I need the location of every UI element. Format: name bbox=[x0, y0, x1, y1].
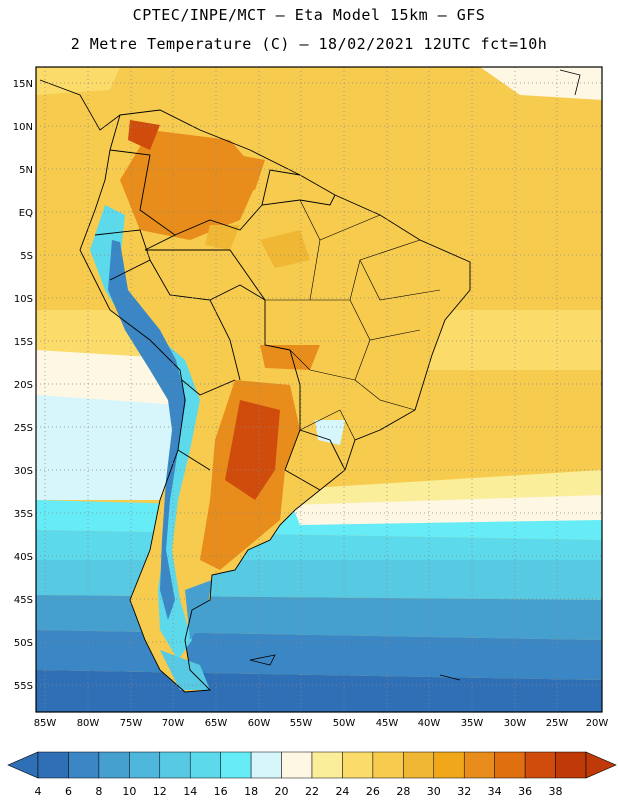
colorbar-label: 24 bbox=[335, 785, 349, 798]
lat-label: 45S bbox=[14, 595, 33, 606]
lon-label: 45W bbox=[376, 718, 399, 729]
temperature-field bbox=[36, 67, 602, 712]
lat-label: 15S bbox=[14, 337, 33, 348]
colorbar-high-arrow bbox=[585, 751, 617, 779]
lat-label: 5S bbox=[20, 251, 33, 262]
lat-label: 25S bbox=[14, 423, 33, 434]
colorbar-cell bbox=[311, 751, 343, 779]
colorbar-label: 14 bbox=[183, 785, 197, 798]
colorbar-cell bbox=[68, 751, 100, 779]
country-borders bbox=[79, 109, 471, 693]
lon-label: 70W bbox=[162, 718, 185, 729]
colorbar-cell bbox=[433, 751, 465, 779]
lon-label: 30W bbox=[504, 718, 527, 729]
colorbar-cell bbox=[37, 751, 69, 779]
lat-label: 40S bbox=[14, 552, 33, 563]
colorbar-cell bbox=[220, 751, 252, 779]
map-frame bbox=[35, 66, 603, 713]
lon-label: 20W bbox=[586, 718, 609, 729]
colorbar-low-arrow bbox=[7, 751, 39, 779]
colorbar-label: 22 bbox=[305, 785, 319, 798]
lat-label: 10N bbox=[13, 122, 33, 133]
colorbar-cell bbox=[403, 751, 435, 779]
colorbar-label: 30 bbox=[427, 785, 441, 798]
map-title-line-1: CPTEC/INPE/MCT – Eta Model 15km – GFS bbox=[132, 6, 486, 24]
colorbar-label: 20 bbox=[275, 785, 289, 798]
lat-label: 20S bbox=[14, 380, 33, 391]
lon-label: 55W bbox=[290, 718, 313, 729]
longitude-labels: 85W 80W 75W 70W 65W 60W 55W 50W 45W 40W … bbox=[34, 718, 609, 729]
colorbar-label: 6 bbox=[65, 785, 72, 798]
colorbar-label: 26 bbox=[366, 785, 380, 798]
lon-label: 60W bbox=[248, 718, 271, 729]
colorbar-label: 18 bbox=[244, 785, 258, 798]
colorbar-label: 38 bbox=[549, 785, 563, 798]
lon-label: 80W bbox=[77, 718, 100, 729]
colorbar-label: 10 bbox=[122, 785, 136, 798]
lat-label: 55S bbox=[14, 681, 33, 692]
colorbar-label: 28 bbox=[396, 785, 410, 798]
colorbar-cell bbox=[342, 751, 374, 779]
colorbar-label: 4 bbox=[35, 785, 42, 798]
lat-label: 10S bbox=[14, 294, 33, 305]
coastline-detail bbox=[39, 69, 581, 681]
colorbar-cell bbox=[250, 751, 282, 779]
colorbar-cell bbox=[159, 751, 191, 779]
lon-label: 85W bbox=[34, 718, 57, 729]
lon-label: 25W bbox=[546, 718, 569, 729]
colorbar-label: 12 bbox=[153, 785, 167, 798]
lon-label: 35W bbox=[461, 718, 484, 729]
colorbar-label: 8 bbox=[95, 785, 102, 798]
colorbar-label: 34 bbox=[488, 785, 502, 798]
colorbar: 4 6 8 10 12 14 16 18 20 22 24 26 28 30 32 34 36 38 bbox=[7, 751, 617, 798]
colorbar-cell bbox=[281, 751, 313, 779]
colorbar-cell bbox=[189, 751, 221, 779]
lat-label: 15N bbox=[13, 79, 33, 90]
lat-label: 35S bbox=[14, 509, 33, 520]
colorbar-cell bbox=[98, 751, 130, 779]
lat-label: 30S bbox=[14, 466, 33, 477]
colorbar-label: 32 bbox=[457, 785, 471, 798]
colorbar-cell bbox=[463, 751, 495, 779]
colorbar-label: 16 bbox=[214, 785, 228, 798]
lon-label: 75W bbox=[120, 718, 143, 729]
colorbar-cells bbox=[37, 751, 587, 779]
lat-label: EQ bbox=[19, 208, 33, 219]
colorbar-cell bbox=[555, 751, 587, 779]
colorbar-label: 36 bbox=[518, 785, 532, 798]
colorbar-cell bbox=[372, 751, 404, 779]
lon-label: 50W bbox=[333, 718, 356, 729]
colorbar-cell bbox=[129, 751, 161, 779]
colorbar-cell bbox=[494, 751, 526, 779]
latitude-labels: 15N 10N 5N EQ 5S 10S 15S 20S 25S 30S 35S… bbox=[13, 79, 33, 692]
state-borders bbox=[265, 199, 441, 441]
colorbar-cell bbox=[524, 751, 556, 779]
colorbar-labels: 4 6 8 10 12 14 16 18 20 22 24 26 28 30 32 34 36 38 bbox=[35, 785, 563, 798]
lat-label: 50S bbox=[14, 638, 33, 649]
lat-label: 5N bbox=[19, 165, 33, 176]
lon-label: 65W bbox=[205, 718, 228, 729]
map-title-line-2: 2 Metre Temperature (C) – 18/02/2021 12U… bbox=[70, 35, 548, 53]
lon-label: 40W bbox=[418, 718, 441, 729]
